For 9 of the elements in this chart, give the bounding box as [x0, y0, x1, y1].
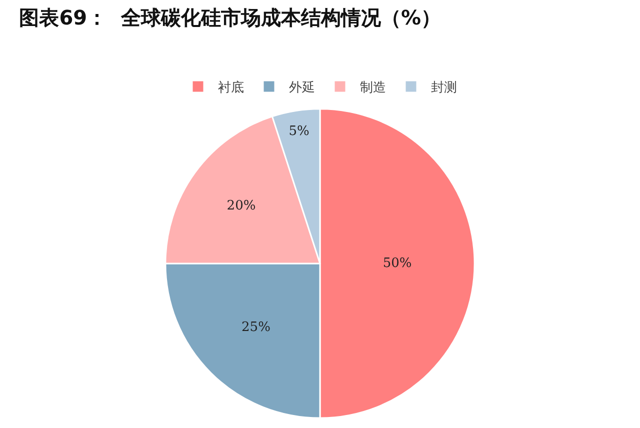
chart-title: 图表69： 全球碳化硅市场成本结构情况（%） [19, 6, 441, 30]
data-label: 50% [382, 256, 412, 271]
legend-label: 衬底 [218, 80, 244, 96]
legend-label: 外延 [289, 80, 315, 96]
data-label: 25% [242, 320, 270, 335]
data-label: 20% [226, 198, 256, 214]
data-label: 5% [288, 124, 310, 139]
legend-label: 封测 [431, 80, 457, 96]
legend-label: 制造 [360, 80, 386, 96]
